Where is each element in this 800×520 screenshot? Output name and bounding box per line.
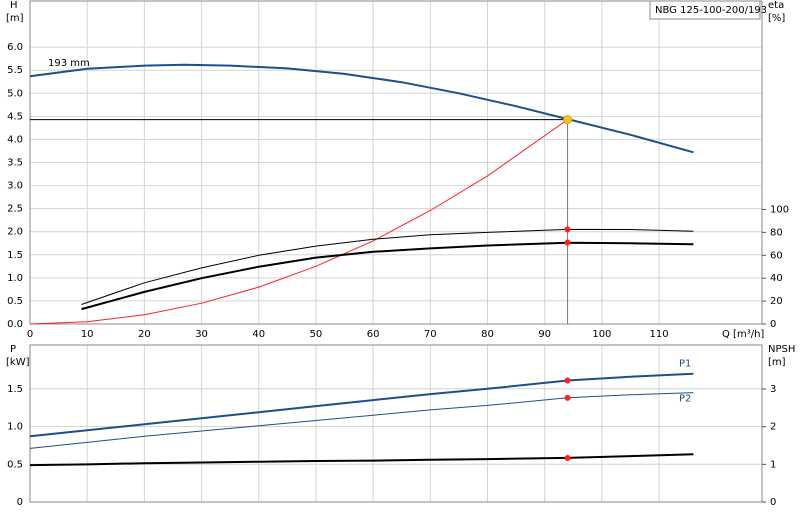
curve — [81, 241, 694, 311]
x-tick-label: 110 — [650, 329, 669, 340]
y-tick-label: 2.5 — [7, 204, 23, 215]
duty-point — [563, 115, 573, 125]
y-axis-label: H — [10, 0, 18, 11]
y-tick-label: 3.0 — [7, 181, 23, 192]
x-axis-label: Q [m³/h] — [722, 329, 764, 340]
curve — [81, 228, 694, 305]
y2-axis-label: eta — [768, 0, 784, 11]
duty-point — [564, 239, 571, 246]
y2-tick-label: 20 — [770, 296, 783, 307]
y-tick-label: 0 — [17, 497, 23, 508]
y2-tick-label: 3 — [770, 384, 776, 395]
y-tick-label: 4.5 — [7, 111, 23, 122]
y2-tick-label: 100 — [770, 204, 789, 215]
curve-label: 193 mm — [48, 58, 90, 69]
y2-tick-label: 0 — [770, 319, 776, 330]
curve — [29, 372, 694, 438]
y2-tick-label: 80 — [770, 227, 783, 238]
y-tick-label: 2.0 — [7, 227, 23, 238]
curve — [29, 453, 694, 467]
x-tick-label: 80 — [481, 329, 494, 340]
y-tick-label: 1.5 — [7, 384, 23, 395]
y2-axis-label: NPSH — [768, 344, 795, 355]
curve-label: P2 — [679, 394, 691, 405]
y-tick-label: 0.0 — [7, 319, 23, 330]
duty-point — [564, 226, 571, 233]
y-tick-label: 4.0 — [7, 134, 23, 145]
plot-frame — [29, 0, 763, 325]
curve — [29, 392, 694, 449]
y2-tick-label: 40 — [770, 273, 783, 284]
x-tick-label: 60 — [367, 329, 380, 340]
x-tick-label: 0 — [27, 329, 33, 340]
y-tick-label: 5.5 — [7, 65, 23, 76]
curve — [29, 119, 568, 325]
y2-axis-unit: [m] — [768, 357, 786, 368]
y-tick-label: 6.0 — [7, 42, 23, 53]
y-tick-label: 5.0 — [7, 88, 23, 99]
y-axis-unit: [kW] — [6, 357, 30, 368]
curve-label: P1 — [679, 359, 691, 370]
x-tick-label: 40 — [252, 329, 265, 340]
x-tick-label: 90 — [538, 329, 551, 340]
x-tick-label: 20 — [138, 329, 151, 340]
y2-tick-label: 0 — [770, 497, 776, 508]
title-box — [649, 0, 761, 20]
x-tick-label: 70 — [424, 329, 437, 340]
y-tick-label: 1.0 — [7, 273, 23, 284]
x-tick-label: 100 — [592, 329, 611, 340]
plot-frame — [29, 344, 763, 503]
y-axis-label: P — [10, 344, 16, 355]
y-tick-label: 1.5 — [7, 250, 23, 261]
x-tick-label: 10 — [81, 329, 94, 340]
y2-tick-label: 60 — [770, 250, 783, 261]
chart-title: NBG 125-100-200/193 — [655, 5, 767, 16]
duty-point — [564, 377, 571, 384]
x-tick-label: 30 — [195, 329, 208, 340]
y-axis-unit: [m] — [6, 13, 24, 24]
y-tick-label: 0.5 — [7, 296, 23, 307]
y-tick-label: 0.5 — [7, 459, 23, 470]
y2-tick-label: 1 — [770, 459, 776, 470]
duty-point — [564, 454, 571, 461]
y2-axis-unit: [%] — [768, 13, 785, 24]
y2-tick-label: 2 — [770, 422, 776, 433]
y-tick-label: 1.0 — [7, 422, 23, 433]
duty-point — [564, 394, 571, 401]
y-tick-label: 3.5 — [7, 158, 23, 169]
x-tick-label: 50 — [310, 329, 323, 340]
